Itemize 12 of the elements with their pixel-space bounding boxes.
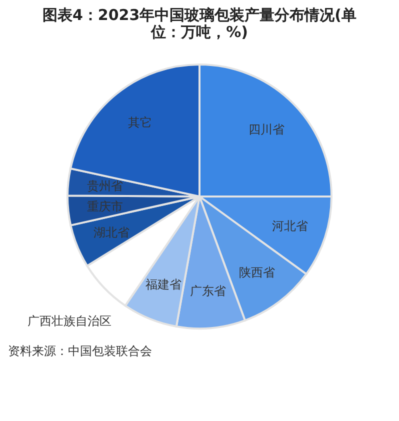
slice-label: 广东省 <box>190 284 226 298</box>
slice-label: 福建省 <box>146 278 182 292</box>
slice-label: 广西壮族自治区 <box>27 314 112 328</box>
slice-label: 四川省 <box>248 122 285 136</box>
slice-label: 其它 <box>128 116 152 130</box>
slice-label: 湖北省 <box>93 225 130 240</box>
slice-label: 陕西省 <box>238 265 275 280</box>
text: 资料来源：中国包装联合会 <box>8 343 153 360</box>
chart-title: 图表4：2023年中国玻璃包装产量分布情况(单位：万吨，%) <box>42 6 357 41</box>
slice-label: 贵州省 <box>87 179 124 194</box>
slice-label: 重庆市 <box>87 200 123 214</box>
slice-label: 河北省 <box>272 218 308 233</box>
